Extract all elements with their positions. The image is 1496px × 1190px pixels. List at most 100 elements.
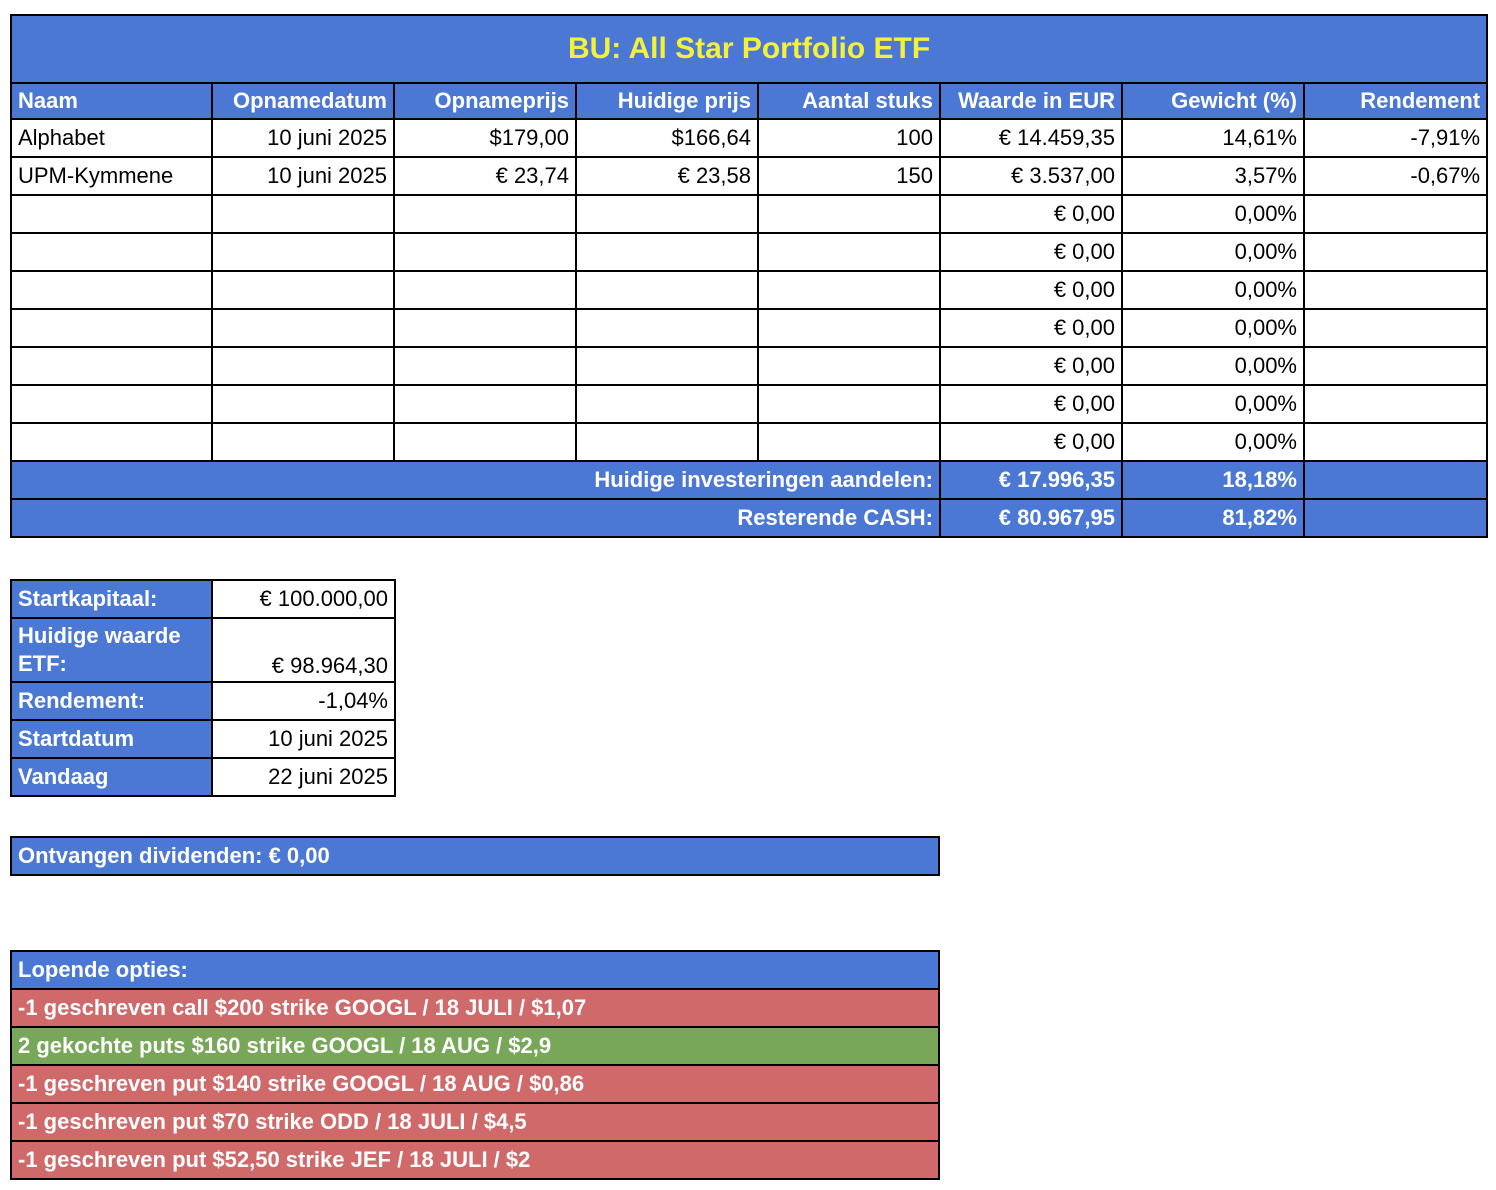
summary-value: 22 juni 2025 xyxy=(211,757,396,797)
table-row: € 0,00 0,00% xyxy=(10,232,1489,272)
summary-row: Startdatum 10 juni 2025 xyxy=(10,719,396,759)
summary-label: Startkapitaal: xyxy=(10,579,213,619)
table-row: € 0,00 0,00% xyxy=(10,422,1489,462)
cell-huidige-prijs xyxy=(575,422,759,462)
column-header-row: Naam Opnamedatum Opnameprijs Huidige pri… xyxy=(10,82,1489,120)
options-header: Lopende opties: xyxy=(10,950,940,990)
cell-opnamedatum xyxy=(211,194,395,234)
cell-opnameprijs: $179,00 xyxy=(393,118,577,158)
cash-weight: 81,82% xyxy=(1121,498,1305,538)
cell-opnamedatum: 10 juni 2025 xyxy=(211,118,395,158)
investments-total-value: € 17.996,35 xyxy=(939,460,1123,500)
cell-opnameprijs xyxy=(393,384,577,424)
cell-huidige-prijs xyxy=(575,384,759,424)
cell-huidige-prijs xyxy=(575,346,759,386)
summary-label: Vandaag xyxy=(10,757,213,797)
cell-opnameprijs: € 23,74 xyxy=(393,156,577,196)
portfolio-table: BU: All Star Portfolio ETF Naam Opnameda… xyxy=(9,14,1489,538)
cell-rendement xyxy=(1302,308,1489,348)
table-row: € 0,00 0,00% xyxy=(10,194,1489,234)
column-header: Aantal stuks xyxy=(757,82,941,120)
cell-waarde: € 0,00 xyxy=(939,232,1123,272)
cell-aantal xyxy=(757,384,941,424)
cell-rendement xyxy=(1302,270,1489,310)
cell-gewicht: 0,00% xyxy=(1121,346,1305,386)
cell-waarde: € 0,00 xyxy=(939,422,1123,462)
table-row: € 0,00 0,00% xyxy=(10,384,1489,424)
cell-opnamedatum xyxy=(211,308,395,348)
column-header: Huidige prijs xyxy=(575,82,759,120)
cell-huidige-prijs: € 23,58 xyxy=(575,156,759,196)
cell-aantal xyxy=(757,308,941,348)
option-row: -1 geschreven put $140 strike GOOGL / 18… xyxy=(10,1064,940,1104)
option-text: -1 geschreven put $70 strike ODD / 18 JU… xyxy=(10,1102,940,1142)
cell-opnameprijs xyxy=(393,232,577,272)
cell-waarde: € 0,00 xyxy=(939,270,1123,310)
cell-opnameprijs xyxy=(393,346,577,386)
summary-row: Vandaag 22 juni 2025 xyxy=(10,757,396,797)
cell-rendement xyxy=(1302,346,1489,386)
option-row: -1 geschreven call $200 strike GOOGL / 1… xyxy=(10,988,940,1028)
cell-waarde: € 3.537,00 xyxy=(939,156,1123,196)
cell-gewicht: 0,00% xyxy=(1121,308,1305,348)
cell-opnameprijs xyxy=(393,422,577,462)
cell-opnameprijs xyxy=(393,194,577,234)
cell-gewicht: 0,00% xyxy=(1121,194,1305,234)
cell-opnamedatum xyxy=(211,422,395,462)
table-row: Alphabet 10 juni 2025 $179,00 $166,64 100 € 1… xyxy=(10,118,1489,158)
dividends-text: Ontvangen dividenden: € 0,00 xyxy=(10,836,940,876)
empty-cell xyxy=(1302,460,1489,500)
cell-huidige-prijs xyxy=(575,232,759,272)
cell-naam xyxy=(10,346,213,386)
summary-row: Huidige waarde ETF: € 98.964,30 xyxy=(10,617,396,683)
table-row: € 0,00 0,00% xyxy=(10,346,1489,386)
cell-naam xyxy=(10,308,213,348)
cell-naam: UPM-Kymmene xyxy=(10,156,213,196)
investments-total-label: Huidige investeringen aandelen: xyxy=(10,460,941,500)
cell-naam xyxy=(10,194,213,234)
cell-waarde: € 0,00 xyxy=(939,384,1123,424)
cell-naam: Alphabet xyxy=(10,118,213,158)
investments-total-row: Huidige investeringen aandelen: € 17.996… xyxy=(10,460,1489,500)
cash-value: € 80.967,95 xyxy=(939,498,1123,538)
portfolio-title: BU: All Star Portfolio ETF xyxy=(9,14,1489,84)
summary-label: Rendement: xyxy=(10,681,213,721)
cell-opnamedatum xyxy=(211,270,395,310)
cell-opnamedatum: 10 juni 2025 xyxy=(211,156,395,196)
option-text: -1 geschreven put $52,50 strike JEF / 18… xyxy=(10,1140,940,1180)
cell-naam xyxy=(10,384,213,424)
cell-gewicht: 0,00% xyxy=(1121,422,1305,462)
cell-naam xyxy=(10,232,213,272)
cell-huidige-prijs xyxy=(575,194,759,234)
option-text: -1 geschreven call $200 strike GOOGL / 1… xyxy=(10,988,940,1028)
cell-gewicht: 0,00% xyxy=(1121,270,1305,310)
summary-table: Startkapitaal: € 100.000,00 Huidige waar… xyxy=(10,579,396,797)
cell-aantal: 100 xyxy=(757,118,941,158)
summary-value: € 100.000,00 xyxy=(211,579,396,619)
cell-opnamedatum xyxy=(211,384,395,424)
dividends-table: Ontvangen dividenden: € 0,00 xyxy=(10,836,940,876)
cell-naam xyxy=(10,270,213,310)
cell-gewicht: 0,00% xyxy=(1121,384,1305,424)
table-row: € 0,00 0,00% xyxy=(10,308,1489,348)
cell-huidige-prijs: $166,64 xyxy=(575,118,759,158)
option-text: -1 geschreven put $140 strike GOOGL / 18… xyxy=(10,1064,940,1104)
cell-aantal xyxy=(757,346,941,386)
cell-rendement xyxy=(1302,422,1489,462)
cell-waarde: € 0,00 xyxy=(939,308,1123,348)
cell-rendement xyxy=(1302,194,1489,234)
summary-value: -1,04% xyxy=(211,681,396,721)
cell-aantal xyxy=(757,194,941,234)
cell-opnameprijs xyxy=(393,270,577,310)
summary-label: Huidige waarde ETF: xyxy=(10,617,213,683)
cell-opnamedatum xyxy=(211,346,395,386)
cell-aantal: 150 xyxy=(757,156,941,196)
option-row: -1 geschreven put $70 strike ODD / 18 JU… xyxy=(10,1102,940,1142)
cell-aantal xyxy=(757,270,941,310)
cell-gewicht: 0,00% xyxy=(1121,232,1305,272)
table-row: UPM-Kymmene 10 juni 2025 € 23,74 € 23,58 150… xyxy=(10,156,1489,196)
cell-opnameprijs xyxy=(393,308,577,348)
empty-cell xyxy=(1302,498,1489,538)
cell-huidige-prijs xyxy=(575,308,759,348)
summary-value: 10 juni 2025 xyxy=(211,719,396,759)
